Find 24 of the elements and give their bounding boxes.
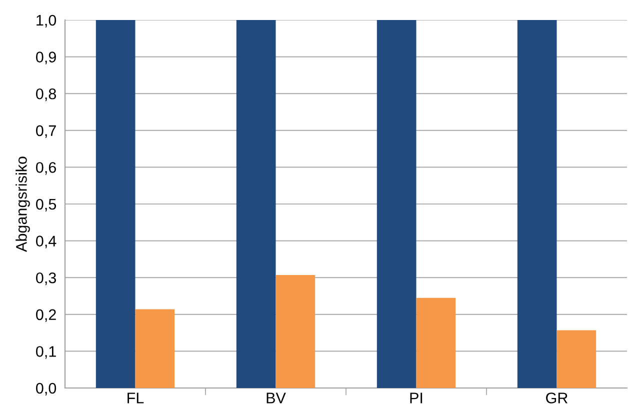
- y-tick-label: 0,5: [36, 198, 56, 212]
- y-tick-label: 0,3: [36, 272, 56, 286]
- y-tick-label: 0,6: [36, 162, 56, 175]
- y-tick-label: 0,1: [36, 346, 56, 359]
- x-tick-label: BV: [266, 392, 286, 404]
- bar: [96, 20, 136, 388]
- bar: [556, 330, 596, 388]
- x-tick-label: FL: [128, 392, 144, 404]
- y-axis-title: Abgangsrisiko: [16, 156, 30, 252]
- bar: [135, 309, 175, 388]
- y-tick-label: 0,7: [36, 125, 56, 138]
- bar: [236, 20, 276, 388]
- bar: [376, 20, 416, 388]
- y-tick-label: 0,8: [36, 88, 56, 102]
- bar: [517, 20, 557, 388]
- y-tick-label: 0,0: [36, 382, 56, 396]
- y-tick-label: 0,9: [36, 52, 56, 64]
- x-tick-label: GR: [546, 392, 568, 404]
- y-tick-label: 0,2: [36, 309, 56, 322]
- bar: [276, 275, 316, 388]
- y-tick-label: 0,4: [36, 236, 56, 248]
- x-tick-label: PI: [410, 392, 422, 404]
- y-tick-label: 1,0: [36, 14, 56, 28]
- bar: [416, 298, 456, 388]
